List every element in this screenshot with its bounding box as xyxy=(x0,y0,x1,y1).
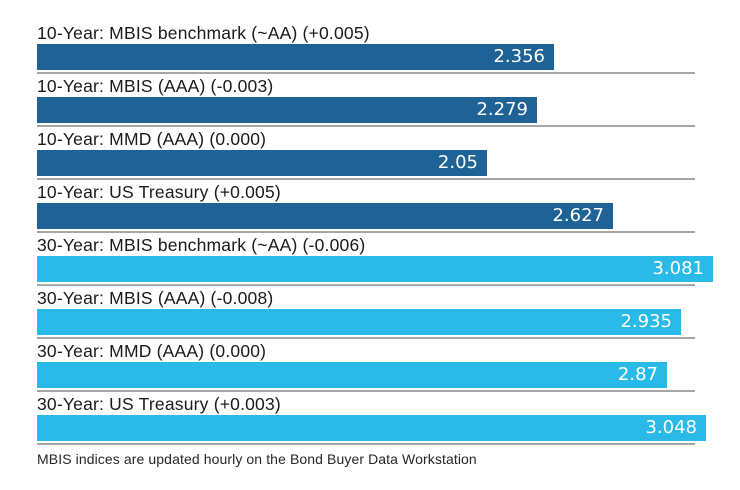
row-separator xyxy=(37,443,695,445)
value-bar-10-year: 2.627 xyxy=(37,203,613,229)
bar-category-label: 10-Year: MBIS (AAA) (-0.003) xyxy=(37,76,274,96)
bar-category-label: 10-Year: MMD (AAA) (0.000) xyxy=(37,129,267,149)
bar-value-label: 3.048 xyxy=(645,417,697,438)
chart-row: 10-Year: MMD (AAA) (0.000) 2.05 xyxy=(37,128,739,181)
row-separator xyxy=(37,178,695,180)
bar-category-label: 30-Year: MBIS benchmark (~AA) (-0.006) xyxy=(37,235,366,255)
bar-value-label: 2.627 xyxy=(552,205,604,226)
chart-row: 30-Year: MBIS (AAA) (-0.008) 2.935 xyxy=(37,287,739,340)
bar-value-label: 2.935 xyxy=(620,311,672,332)
value-bar-10-year: 2.05 xyxy=(37,150,487,176)
chart-row: 10-Year: MBIS benchmark (~AA) (+0.005) 2.… xyxy=(37,22,739,75)
chart-row: 30-Year: MBIS benchmark (~AA) (-0.006) 3.… xyxy=(37,234,739,287)
chart-row: 10-Year: MBIS (AAA) (-0.003) 2.279 xyxy=(37,75,739,128)
row-separator xyxy=(37,125,695,127)
bar-category-label: 10-Year: US Treasury (+0.005) xyxy=(37,182,281,202)
bar-value-label: 3.081 xyxy=(652,258,704,279)
row-separator xyxy=(37,390,695,392)
bar-value-label: 2.87 xyxy=(617,364,658,385)
value-bar-30-year: 2.935 xyxy=(37,309,681,335)
bar-value-label: 2.356 xyxy=(493,46,545,67)
bar-value-label: 2.05 xyxy=(437,152,478,173)
row-separator xyxy=(37,337,695,339)
chart-rows: 10-Year: MBIS benchmark (~AA) (+0.005) 2.… xyxy=(37,22,739,446)
bar-value-label: 2.279 xyxy=(476,99,528,120)
value-bar-10-year: 2.279 xyxy=(37,97,537,123)
value-bar-30-year: 3.048 xyxy=(37,415,706,441)
footer-note: MBIS indices are updated hourly on the B… xyxy=(37,451,477,467)
bar-category-label: 30-Year: US Treasury (+0.003) xyxy=(37,394,281,414)
row-separator xyxy=(37,284,695,286)
chart-row: 30-Year: US Treasury (+0.003) 3.048 xyxy=(37,393,739,446)
bar-category-label: 30-Year: MBIS (AAA) (-0.008) xyxy=(37,288,274,308)
value-bar-10-year: 2.356 xyxy=(37,44,554,70)
bar-category-label: 10-Year: MBIS benchmark (~AA) (+0.005) xyxy=(37,23,370,43)
row-separator xyxy=(37,72,695,74)
value-bar-30-year: 3.081 xyxy=(37,256,713,282)
bar-chart: 10-Year: MBIS benchmark (~AA) (+0.005) 2.… xyxy=(37,22,739,446)
chart-row: 10-Year: US Treasury (+0.005) 2.627 xyxy=(37,181,739,234)
chart-row: 30-Year: MMD (AAA) (0.000) 2.87 xyxy=(37,340,739,393)
bar-category-label: 30-Year: MMD (AAA) (0.000) xyxy=(37,341,267,361)
value-bar-30-year: 2.87 xyxy=(37,362,667,388)
row-separator xyxy=(37,231,695,233)
